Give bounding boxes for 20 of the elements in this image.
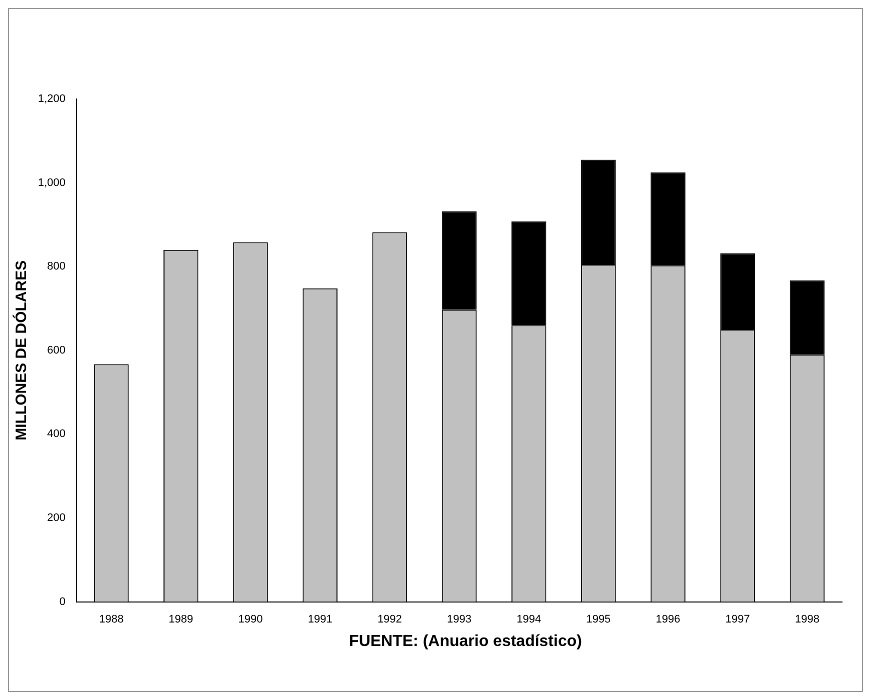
x-tick-label: 1996 [656, 613, 680, 626]
y-tick-label: 1,200 [38, 93, 66, 106]
x-tick-label: 1998 [794, 613, 820, 626]
x-tick-label: 1997 [725, 613, 750, 626]
y-tick-label: 400 [47, 428, 66, 440]
y-tick-label: 600 [47, 344, 66, 356]
x-tick-label: 1990 [238, 613, 263, 626]
y-tick-label: 800 [47, 260, 66, 273]
x-tick-label: 1993 [447, 613, 472, 626]
x-tick-label: 1995 [586, 613, 611, 626]
y-tick-label: 200 [47, 512, 66, 524]
source-note: FUENTE: (Anuario estadístico) [348, 632, 583, 652]
x-tick-label: 1994 [516, 613, 542, 626]
x-tick-label: 1992 [377, 613, 402, 626]
y-tick-label: 1,000 [38, 176, 66, 189]
x-tick-label: 1989 [168, 613, 194, 626]
y-axis-title: MILLONES DE DÓLARES [12, 260, 30, 440]
y-tick-label: 0 [59, 596, 66, 608]
x-tick-label: 1991 [308, 613, 332, 626]
x-tick-label: 1988 [99, 613, 124, 626]
